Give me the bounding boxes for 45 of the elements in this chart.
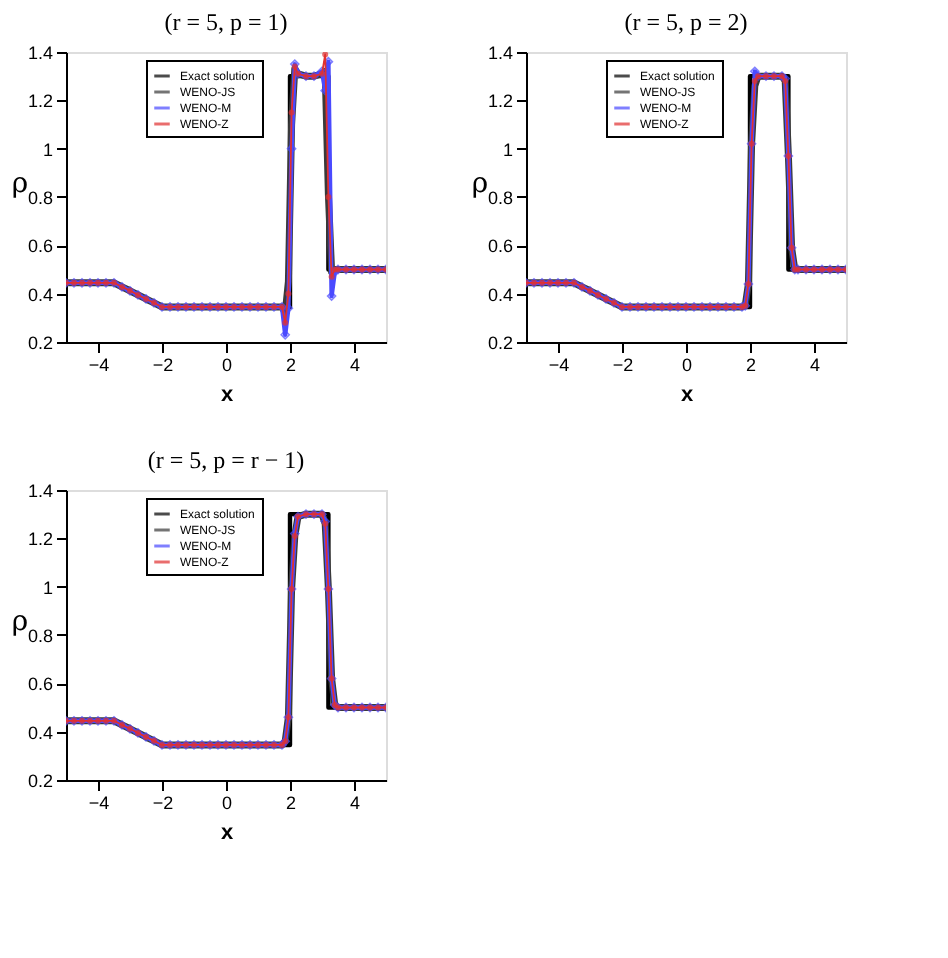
y-tick-label: 1 — [502, 139, 513, 160]
y-tick-label: 1.4 — [27, 43, 53, 63]
y-tick-label: 0.4 — [27, 284, 53, 305]
x-axis-title: x — [680, 383, 695, 407]
y-tick-label: 0.2 — [27, 771, 53, 791]
x-axis-title: x — [220, 821, 235, 845]
y-tick-label: 1 — [42, 577, 53, 598]
y-tick-label: 1.2 — [487, 91, 513, 112]
y-axis-title: ρ — [471, 168, 489, 200]
y-tick-label: 1.2 — [27, 529, 53, 550]
x-tick-label: 4 — [349, 793, 361, 813]
y-tick-label: 0.4 — [487, 284, 513, 305]
x-tick-label: 0 — [221, 355, 233, 375]
x-tick-label: 2 — [285, 355, 297, 375]
x-tick-label: −4 — [88, 793, 110, 813]
y-tick-label: 0.8 — [27, 626, 53, 646]
x-tick-label: 0 — [221, 793, 233, 813]
x-tick-label: 0 — [681, 355, 693, 375]
y-axis-title: ρ — [11, 168, 29, 200]
y-tick-label: 0.2 — [487, 333, 513, 353]
y-tick-label: 1.2 — [27, 91, 53, 112]
x-tick-label: −4 — [88, 355, 110, 375]
x-tick-label: −2 — [152, 793, 174, 813]
y-axis-title: ρ — [11, 606, 29, 638]
x-tick-label: −2 — [612, 355, 634, 375]
y-tick-label: 0.8 — [27, 188, 53, 208]
y-tick-label: 0.8 — [487, 188, 513, 208]
y-tick-label: 0.6 — [27, 674, 53, 695]
y-tick-label: 0.6 — [487, 236, 513, 257]
x-tick-label: −2 — [152, 355, 174, 375]
x-axis-title: x — [220, 383, 235, 407]
chart-title: (r = 5, p = 1) — [164, 8, 288, 36]
x-tick-label: 2 — [745, 355, 757, 375]
y-tick-label: 0.4 — [27, 722, 53, 743]
chart-title: (r = 5, p = r − 1) — [147, 446, 305, 474]
y-tick-label: 1.4 — [487, 43, 513, 63]
x-tick-label: −4 — [548, 355, 570, 375]
y-tick-label: 0.2 — [27, 333, 53, 353]
y-tick-label: 1 — [42, 139, 53, 160]
x-tick-label: 4 — [809, 355, 821, 375]
x-tick-label: 2 — [285, 793, 297, 813]
chart-title: (r = 5, p = 2) — [624, 8, 748, 36]
y-tick-label: 0.6 — [27, 236, 53, 257]
y-tick-label: 1.4 — [27, 481, 53, 501]
x-tick-label: 4 — [349, 355, 361, 375]
